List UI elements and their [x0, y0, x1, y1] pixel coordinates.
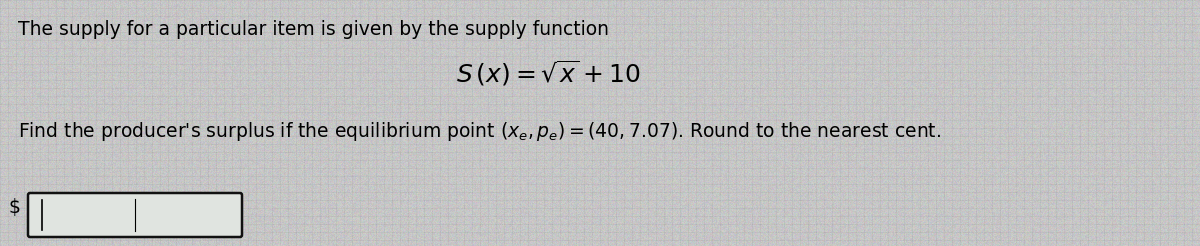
Text: Find the producer's surplus if the equilibrium point $(x_e, p_e) = (40, 7.07)$. : Find the producer's surplus if the equil… — [18, 120, 941, 143]
Text: $S\,(x) = \sqrt{x} + 10$: $S\,(x) = \sqrt{x} + 10$ — [456, 58, 641, 88]
FancyBboxPatch shape — [28, 193, 242, 237]
Text: $: $ — [8, 198, 20, 216]
Text: The supply for a particular item is given by the supply function: The supply for a particular item is give… — [18, 20, 610, 39]
